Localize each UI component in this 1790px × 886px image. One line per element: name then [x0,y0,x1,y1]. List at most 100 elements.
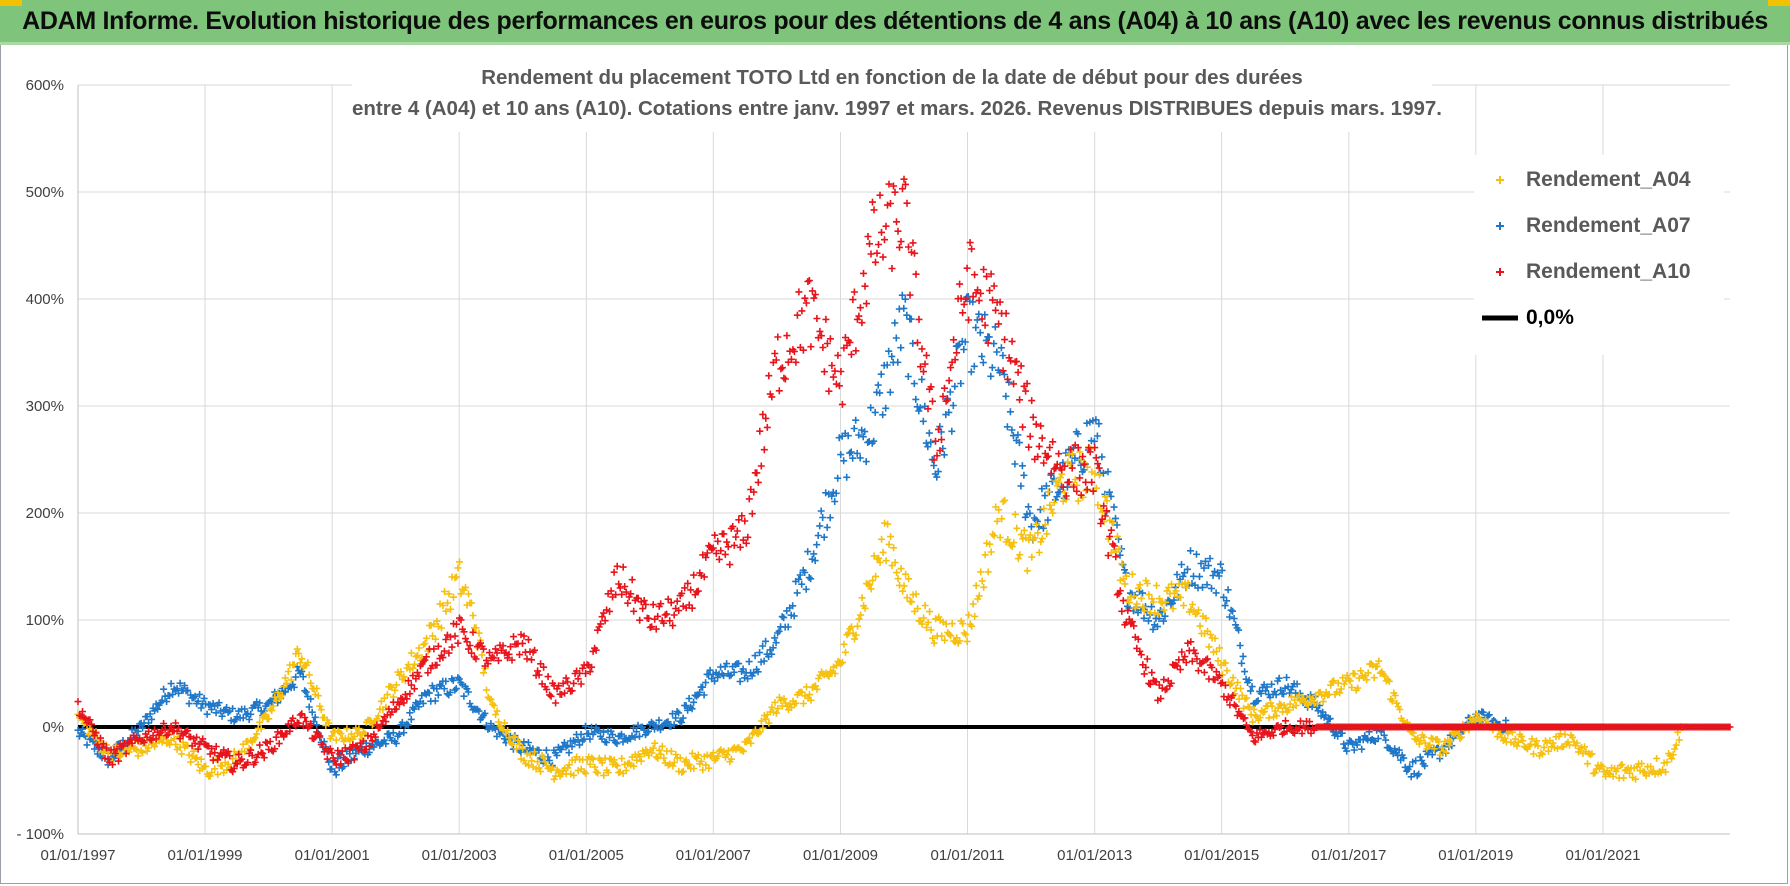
data-point [831,670,839,677]
data-point [869,576,877,584]
data-point [187,758,195,766]
data-point [298,710,306,718]
data-point [380,736,388,744]
data-point [1294,726,1301,734]
data-point [679,714,687,722]
data-point [97,734,104,742]
data-point [1019,423,1027,431]
data-point [1013,357,1021,365]
data-point [145,727,153,735]
data-point [768,650,776,658]
data-point [1235,695,1243,703]
data-point [924,443,932,451]
data-point [878,228,885,236]
y-tick-label: 0% [42,719,64,736]
data-point [1074,497,1082,505]
data-point [687,586,695,594]
data-point [118,751,126,759]
data-point [853,315,861,323]
data-point [217,750,225,758]
data-point [808,287,816,295]
data-point [1098,453,1106,461]
data-point [1199,583,1206,591]
data-point [963,264,971,272]
data-point [1103,507,1111,515]
data-point [1420,733,1428,741]
data-point [1018,462,1026,470]
data-point [434,691,442,699]
data-point [1479,708,1487,716]
data-point [1447,737,1455,745]
data-point [88,720,95,728]
data-point [690,765,698,772]
data-point [574,736,582,744]
data-point [1190,646,1198,654]
data-point [1023,380,1031,388]
data-point [1113,591,1121,599]
data-point [524,739,532,746]
data-point [1202,614,1210,622]
data-point [523,655,531,663]
data-point [957,380,965,387]
data-point [1014,555,1022,563]
data-point [1137,594,1145,602]
data-point [945,408,953,416]
data-point [1109,519,1117,527]
data-point [484,725,492,733]
data-point [882,404,890,412]
data-point [649,601,657,609]
data-point [685,695,693,702]
data-point [1617,762,1625,770]
data-point [894,358,902,366]
data-point [1058,466,1066,474]
data-point [586,735,594,743]
data-point [654,754,662,762]
data-point [449,676,457,684]
data-point [675,709,683,717]
data-point [386,683,394,690]
data-point [927,383,935,391]
data-point [454,639,462,647]
data-point [555,682,563,690]
data-point [1340,740,1348,748]
data-point [172,719,180,727]
data-point [852,416,860,424]
data-point [1283,674,1291,681]
data-point [824,671,831,679]
data-point [820,368,828,376]
data-point [295,650,303,658]
data-point [660,619,668,627]
data-point [703,549,711,557]
data-point [828,362,836,369]
data-point [730,668,738,676]
data-point [194,697,202,705]
data-point [76,732,83,740]
data-point [215,699,223,707]
data-point [972,324,980,332]
data-point [762,637,770,645]
data-point [241,705,249,713]
data-point [872,572,880,580]
data-point [1632,775,1640,783]
data-point [272,733,280,741]
data-point [918,345,926,353]
data-point [756,427,764,435]
data-point [547,692,555,700]
data-point [1454,730,1462,738]
data-point [896,243,903,251]
data-point [411,660,418,668]
data-point [655,716,663,724]
data-point [1053,493,1061,501]
data-point [1202,557,1209,565]
data-point [241,748,249,756]
data-point [1187,638,1195,646]
data-point [909,239,917,247]
data-point [1393,699,1401,707]
data-point [649,744,657,752]
data-point [910,380,918,388]
data-point [890,544,898,552]
data-point [194,745,202,753]
data-point [987,372,995,380]
data-point [582,670,590,677]
data-point [167,722,175,730]
